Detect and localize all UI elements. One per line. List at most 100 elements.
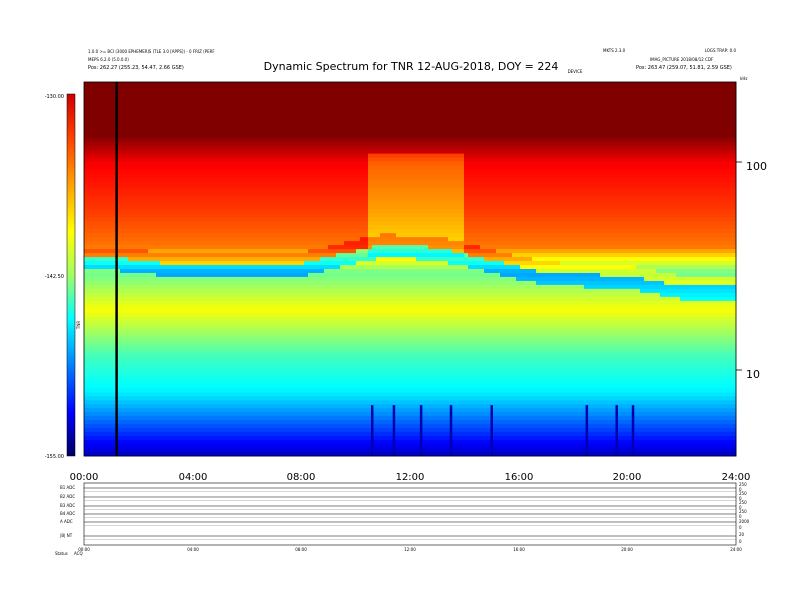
spectrogram-cell xyxy=(252,440,257,445)
spectrogram-cell xyxy=(128,400,133,405)
spectrogram-cell xyxy=(128,237,133,242)
spectrogram-cell xyxy=(168,197,173,202)
spectrogram-cell xyxy=(204,384,209,389)
spectrogram-cell xyxy=(160,368,165,373)
spectrogram-cell xyxy=(196,241,201,246)
spectrogram-cell xyxy=(184,149,189,155)
spectrogram-cell xyxy=(120,97,125,103)
spectrogram-cell xyxy=(160,308,165,314)
spectrogram-cell xyxy=(228,229,233,234)
spectrogram-cell xyxy=(160,312,165,318)
spectrogram-cell xyxy=(100,420,105,425)
spectrogram-cell xyxy=(96,141,101,147)
spectrogram-cell xyxy=(88,85,93,91)
spectrogram-cell xyxy=(136,229,141,234)
spectrogram-cell xyxy=(288,117,293,123)
spectrogram-cell xyxy=(272,448,277,453)
spectrogram-cell xyxy=(208,272,213,278)
spectrogram-cell xyxy=(208,141,213,147)
spectrogram-cell xyxy=(288,328,293,334)
spectrogram-cell xyxy=(180,332,185,338)
spectrogram-cell xyxy=(128,233,133,238)
spectrogram-cell xyxy=(160,149,165,155)
spectrogram-cell xyxy=(88,384,93,389)
spectrogram-cell xyxy=(252,125,257,131)
spectrogram-cell xyxy=(208,129,213,135)
spectrogram-cell xyxy=(232,380,237,385)
spectrogram-cell xyxy=(276,177,281,182)
spectrogram-cell xyxy=(168,157,173,162)
spectrogram-cell xyxy=(264,189,269,194)
spectrogram-cell xyxy=(132,149,137,155)
spectrogram-cell xyxy=(192,388,197,393)
spectrogram-cell xyxy=(260,101,265,107)
spectrogram-cell xyxy=(236,181,241,186)
spectrogram-cell xyxy=(204,181,209,186)
spectrogram-cell xyxy=(256,149,261,155)
spectrogram-cell xyxy=(244,113,249,119)
spectrogram-cell xyxy=(292,300,297,306)
spectrogram-cell xyxy=(252,324,257,330)
spectrogram-cell xyxy=(204,189,209,194)
spectrogram-cell xyxy=(88,141,93,147)
spectrogram-cell xyxy=(100,288,105,294)
spectrogram-cell xyxy=(192,348,197,353)
spectrogram-cell xyxy=(280,101,285,107)
spectrogram-cell xyxy=(240,356,245,361)
spectrogram-cell xyxy=(108,340,113,345)
spectrogram-cell xyxy=(116,420,121,425)
spectrogram-cell xyxy=(160,440,165,445)
spectrogram-cell xyxy=(252,376,257,381)
spectrogram-cell xyxy=(200,328,205,334)
spectrogram-cell xyxy=(216,452,221,457)
spectrogram-cell xyxy=(180,404,185,409)
spectrogram-cell xyxy=(148,269,153,274)
spectrogram-cell xyxy=(108,432,113,437)
spectrogram-cell xyxy=(192,424,197,429)
spectrogram-cell xyxy=(276,452,281,457)
spectrogram-cell xyxy=(164,241,169,246)
spectrogram-cell xyxy=(116,432,121,437)
spectrogram-cell xyxy=(228,213,233,218)
spectrogram-cell xyxy=(156,141,161,147)
spectrogram-cell xyxy=(256,368,261,373)
spectrogram-cell xyxy=(140,448,145,453)
spectrogram-cell xyxy=(256,372,261,377)
spectrogram-cell xyxy=(108,221,113,226)
spectrogram-cell xyxy=(120,213,125,218)
spectrogram-cell xyxy=(172,412,177,417)
spectrogram-cell xyxy=(160,225,165,230)
spectrogram-cell xyxy=(208,181,213,186)
spectrogram-cell xyxy=(240,272,245,278)
spectrogram-cell xyxy=(152,93,157,99)
spectrogram-cell xyxy=(248,336,253,342)
spectrogram-cell xyxy=(124,97,129,103)
spectrogram-cell xyxy=(272,133,277,139)
spectrogram-cell xyxy=(288,249,293,254)
spectrogram-cell xyxy=(120,129,125,135)
spectrogram-cell xyxy=(132,372,137,377)
spectrogram-cell xyxy=(196,177,201,182)
spectrogram-cell xyxy=(280,308,285,314)
spectrogram-cell xyxy=(116,237,121,242)
spectrogram-cell xyxy=(140,316,145,322)
spectrogram-cell xyxy=(180,169,185,174)
spectrogram-cell xyxy=(248,272,253,278)
spectrogram-cell xyxy=(232,296,237,302)
spectrogram-cell xyxy=(240,372,245,377)
spectrogram-cell xyxy=(204,117,209,123)
spectrogram-cell xyxy=(224,261,229,266)
spectrogram-cell xyxy=(196,368,201,373)
spectrogram-cell xyxy=(176,257,181,262)
spectrogram-cell xyxy=(256,432,261,437)
spectrogram-cell xyxy=(148,436,153,441)
spectrogram-cell xyxy=(236,376,241,381)
spectrogram-cell xyxy=(240,304,245,310)
spectrogram-cell xyxy=(88,117,93,123)
spectrogram-cell xyxy=(92,372,97,377)
spectrogram-cell xyxy=(120,328,125,334)
spectrogram-cell xyxy=(192,229,197,234)
spectrogram-cell xyxy=(124,85,129,91)
spectrogram-cell xyxy=(284,396,289,401)
spectrogram-cell xyxy=(160,276,165,282)
